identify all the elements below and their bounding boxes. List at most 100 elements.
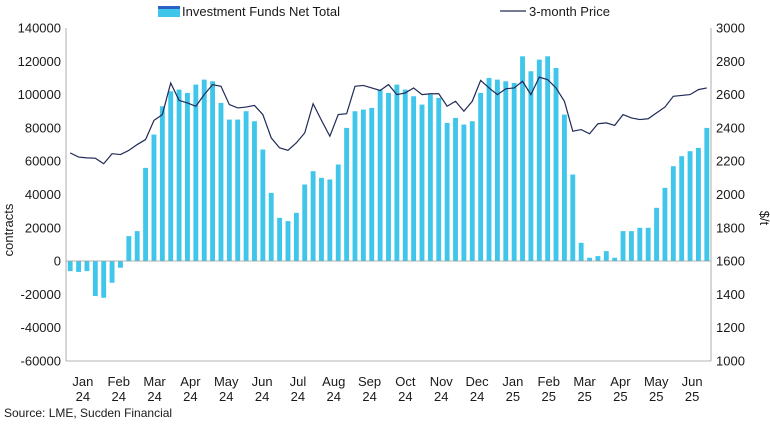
legend-label-price: 3-month Price: [529, 4, 610, 19]
funds-bar: [696, 147, 701, 262]
x-tick-year: 24: [183, 389, 197, 404]
x-tick-month: Aug: [322, 374, 345, 389]
funds-bar: [662, 187, 668, 262]
x-tick-month: Dec: [466, 374, 490, 389]
legend: Investment Funds Net Total 3-month Price: [158, 4, 610, 19]
x-tick-year: 24: [362, 389, 376, 404]
x-tick-year: 25: [613, 389, 627, 404]
funds-bar: [453, 117, 458, 262]
x-tick-month: Jan: [72, 374, 93, 389]
x-tick-year: 24: [219, 389, 233, 404]
funds-bar: [67, 261, 73, 272]
x-tick-year: 24: [112, 389, 126, 404]
funds-bar: [369, 107, 375, 262]
funds-bar: [603, 251, 609, 262]
funds-bar: [386, 92, 391, 262]
funds-bar: [570, 174, 576, 262]
funds-bar: [687, 151, 693, 262]
funds-bar: [126, 236, 132, 262]
x-tick-month: Apr: [180, 374, 201, 389]
funds-bar: [310, 171, 316, 262]
funds-bar: [620, 231, 626, 262]
bar-series-funds: [67, 56, 710, 298]
funds-bar: [402, 89, 408, 262]
funds-bar: [352, 111, 358, 262]
funds-bar: [201, 79, 207, 262]
funds-bar: [503, 81, 509, 262]
x-tick-month: Jun: [682, 374, 703, 389]
funds-bar: [252, 121, 257, 262]
right-tick-label: 1200: [716, 320, 745, 335]
right-tick-label: 1600: [716, 254, 745, 269]
funds-bar: [84, 261, 90, 272]
x-tick-year: 25: [685, 389, 699, 404]
x-tick-month: Mar: [573, 374, 596, 389]
funds-bar: [469, 121, 475, 262]
funds-bar: [427, 94, 433, 262]
left-tick-label: -60000: [21, 354, 61, 369]
source-note: Source: LME, Sucden Financial: [4, 406, 173, 420]
x-tick-month: Nov: [430, 374, 454, 389]
funds-bar: [226, 119, 232, 262]
funds-bar: [293, 212, 299, 262]
funds-bar: [419, 104, 425, 262]
funds-bar: [436, 97, 442, 262]
funds-bar: [101, 261, 107, 298]
funds-bar: [461, 124, 467, 262]
funds-bar: [151, 134, 157, 262]
left-tick-label: 60000: [25, 154, 61, 169]
left-axis-title: contracts: [1, 203, 16, 256]
x-tick-month: Apr: [610, 374, 631, 389]
x-tick-year: 25: [577, 389, 591, 404]
funds-bar: [486, 77, 492, 262]
funds-bar: [561, 114, 567, 262]
x-tick-year: 24: [76, 389, 90, 404]
funds-bar: [377, 89, 383, 262]
right-tick-label: 1400: [716, 287, 745, 302]
funds-bar: [185, 92, 190, 262]
line-series-price: [69, 76, 707, 165]
left-tick-label: 0: [54, 254, 61, 269]
right-tick-label: 2200: [716, 154, 745, 169]
funds-bar: [235, 119, 241, 262]
right-tick-label: 2400: [716, 120, 745, 135]
funds-bar: [411, 96, 417, 262]
x-tick-month: Jun: [252, 374, 273, 389]
funds-bar: [511, 82, 517, 262]
funds-bar: [553, 67, 559, 262]
funds-bar: [654, 207, 659, 262]
x-tick-year: 25: [542, 389, 556, 404]
x-tick-year: 24: [291, 389, 305, 404]
funds-bar: [193, 84, 199, 262]
right-tick-label: 1800: [716, 220, 745, 235]
funds-bar: [319, 177, 324, 262]
x-tick-month: Mar: [143, 374, 166, 389]
funds-bar: [444, 122, 450, 262]
x-tick-month: Jul: [290, 374, 307, 389]
x-tick-year: 24: [327, 389, 341, 404]
x-tick-year: 24: [147, 389, 161, 404]
funds-bar: [494, 79, 500, 262]
funds-bar: [628, 231, 634, 262]
legend-swatch-funds: [158, 6, 180, 17]
x-tick-year: 24: [434, 389, 448, 404]
funds-bar: [118, 261, 123, 268]
funds-bar: [302, 184, 308, 262]
funds-bar: [243, 111, 249, 262]
x-tick-month: Oct: [395, 374, 416, 389]
funds-bar: [168, 91, 174, 262]
funds-bar: [704, 127, 710, 262]
funds-bar: [478, 92, 484, 262]
funds-bar: [218, 102, 224, 262]
x-axis-ticks: Jan24Feb24Mar24Apr24May24Jun24Jul24Aug24…: [72, 374, 702, 404]
funds-bar: [612, 257, 618, 262]
funds-bar: [335, 164, 341, 262]
funds-bar: [327, 179, 333, 262]
funds-bar: [159, 106, 165, 262]
right-tick-label: 2000: [716, 187, 745, 202]
funds-bar: [394, 84, 400, 262]
funds-bar: [76, 261, 81, 272]
funds-bar: [587, 257, 592, 262]
funds-bar: [277, 217, 283, 262]
